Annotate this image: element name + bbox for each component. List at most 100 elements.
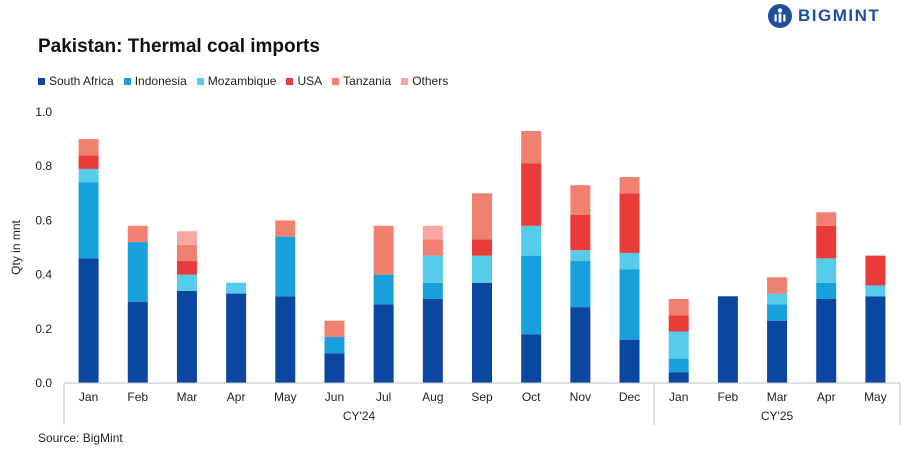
bar-segment-usa [472,239,492,256]
x-tick-label: Sep [471,390,493,404]
legend-item: Indonesia [123,74,187,88]
bar-segment-tanzania [275,220,296,237]
bar-segment-indonesia [127,242,148,302]
bar-segment-tanzania [570,185,591,215]
y-tick-label: 0.8 [35,159,52,173]
bar-segment-indonesia [324,336,345,354]
bar-segment-usa [865,255,886,286]
x-tick-label: Feb [718,390,739,404]
bar-segment-south-africa [668,372,689,383]
bigmint-logo-icon [768,4,792,28]
legend-label: Tanzania [343,74,392,88]
group-label: CY'25 [761,409,794,423]
bar-segment-mozambique [422,255,443,283]
bar-segment-tanzania [422,239,443,256]
bar-segment-indonesia [767,304,788,321]
bar-segment-mozambique [668,331,689,359]
legend-label: Others [412,74,449,88]
bar-segment-tanzania [668,298,689,316]
bar-segment-tanzania [176,244,197,262]
brand-logo: BIGMINT [768,4,880,28]
source-note: Source: BigMint [38,431,123,445]
bar-segment-tanzania [619,177,640,194]
bar-segment-south-africa [767,320,788,383]
bar-segment-usa [78,155,99,169]
bar-segment-indonesia [570,261,591,308]
x-tick-label: May [274,390,297,404]
x-tick-label: Dec [619,390,640,404]
bar-segment-south-africa [865,296,886,383]
bar-segment-tanzania [472,193,492,240]
bar-segment-mozambique [570,250,591,262]
legend-swatch [332,77,340,85]
group-label: CY'24 [343,409,376,423]
legend-item: Others [401,74,448,88]
bar-segment-south-africa [619,339,640,383]
bar-segment-usa [668,315,689,332]
legend-item: Mozambique [196,74,276,88]
bar-segment-tanzania [373,225,394,275]
bar-segment-usa [521,163,542,226]
y-axis-label: Qty in mnt [9,219,23,274]
bar-segment-south-africa [324,353,345,383]
x-tick-label: Apr [817,390,836,404]
legend-swatch [196,77,204,85]
x-tick-label: Jun [325,390,344,404]
chart-legend: South Africa Indonesia Mozambique USA Tanzan… [38,74,458,88]
x-tick-label: Jul [376,390,391,404]
bar-segment-usa [176,261,197,275]
bar-segment-indonesia [521,255,542,335]
bar-segment-others [176,231,197,245]
legend-item: South Africa [38,74,114,88]
legend-swatch [38,77,45,85]
legend-swatch [401,77,409,85]
bar-segment-tanzania [767,277,788,294]
y-tick-label: 0.6 [35,213,52,227]
x-tick-label: Apr [227,390,246,404]
bar-segment-south-africa [472,282,492,383]
bar-segment-south-africa [176,290,197,383]
bar-segment-mozambique [767,293,788,305]
legend-item: USA [286,74,322,88]
legend-item: Tanzania [332,74,391,88]
bar-segment-south-africa [78,258,99,383]
legend-swatch [123,77,131,85]
bar-segment-mozambique [78,168,99,183]
bar-segment-mozambique [865,285,886,297]
y-tick-label: 0.2 [35,322,52,336]
bar-segment-south-africa [521,334,542,383]
x-tick-label: May [864,390,887,404]
bar-segment-mozambique [816,258,837,283]
bar-segment-tanzania [521,130,542,164]
bar-segment-south-africa [570,307,591,383]
bar-segment-indonesia [619,269,640,340]
x-tick-label: Mar [767,390,788,404]
bar-segment-indonesia [373,274,394,305]
x-tick-label: Nov [570,390,591,404]
x-tick-label: Oct [522,390,541,404]
legend-label: South Africa [49,74,114,88]
y-tick-label: 0.4 [35,268,52,282]
bar-segment-tanzania [324,320,345,337]
x-tick-label: Aug [422,390,443,404]
x-tick-label: Jan [669,390,688,404]
legend-swatch [286,77,294,85]
bar-segment-indonesia [422,282,443,299]
bar-segment-south-africa [373,304,394,383]
bar-segment-south-africa [275,296,296,383]
bar-segment-usa [570,214,591,251]
x-tick-label: Mar [177,390,198,404]
bar-segment-indonesia [668,358,689,373]
bar-segment-tanzania [78,139,99,156]
bar-segment-usa [619,193,640,253]
x-tick-label: Jan [79,390,98,404]
y-tick-label: 1.0 [35,105,52,119]
bar-segment-south-africa [127,301,148,383]
y-tick-label: 0.0 [35,376,52,390]
bar-segment-south-africa [422,298,443,383]
x-tick-label: Feb [127,390,148,404]
bar-segment-others [422,225,443,240]
legend-label: Indonesia [134,74,187,88]
bar-segment-mozambique [521,225,542,256]
bar-segment-indonesia [275,236,296,297]
